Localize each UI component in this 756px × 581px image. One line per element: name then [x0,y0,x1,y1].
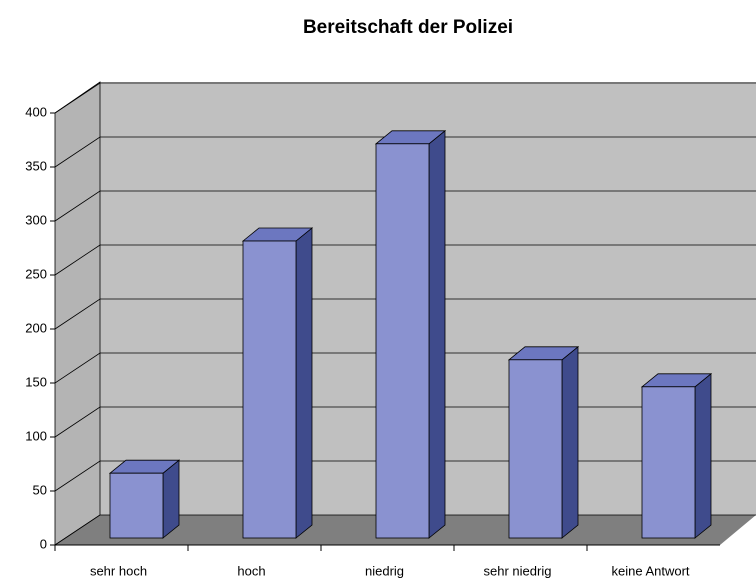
y-tick-label: 400 [25,104,47,119]
grid-line [54,136,756,168]
bar-side [295,227,313,539]
grid-line [54,190,756,222]
bar [641,386,696,539]
bar [242,240,297,539]
x-tick-label: niedrig [365,563,404,578]
bar-side [694,372,712,539]
y-tick-label: 100 [25,428,47,443]
y-tick-label: 200 [25,320,47,335]
y-tick-label: 250 [25,266,47,281]
chart-title: Bereitschaft der Polizei [303,17,513,38]
grid-line [54,244,756,276]
bar-side [162,459,180,539]
x-tick-label: sehr niedrig [484,563,552,578]
y-tick-label: 150 [25,374,47,389]
bar [508,359,563,539]
y-tick-label: 350 [25,158,47,173]
bar-side [561,345,579,539]
x-tick-label: hoch [237,563,265,578]
grid-line [54,298,756,330]
grid-line [54,82,756,114]
y-tick-label: 50 [33,482,47,497]
bar [109,472,164,539]
bar-side [428,129,446,539]
bar [375,143,430,539]
x-tick-label: keine Antwort [611,563,689,578]
x-tick-label: sehr hoch [90,563,147,578]
y-tick-label: 300 [25,212,47,227]
y-tick-label: 0 [40,536,47,551]
